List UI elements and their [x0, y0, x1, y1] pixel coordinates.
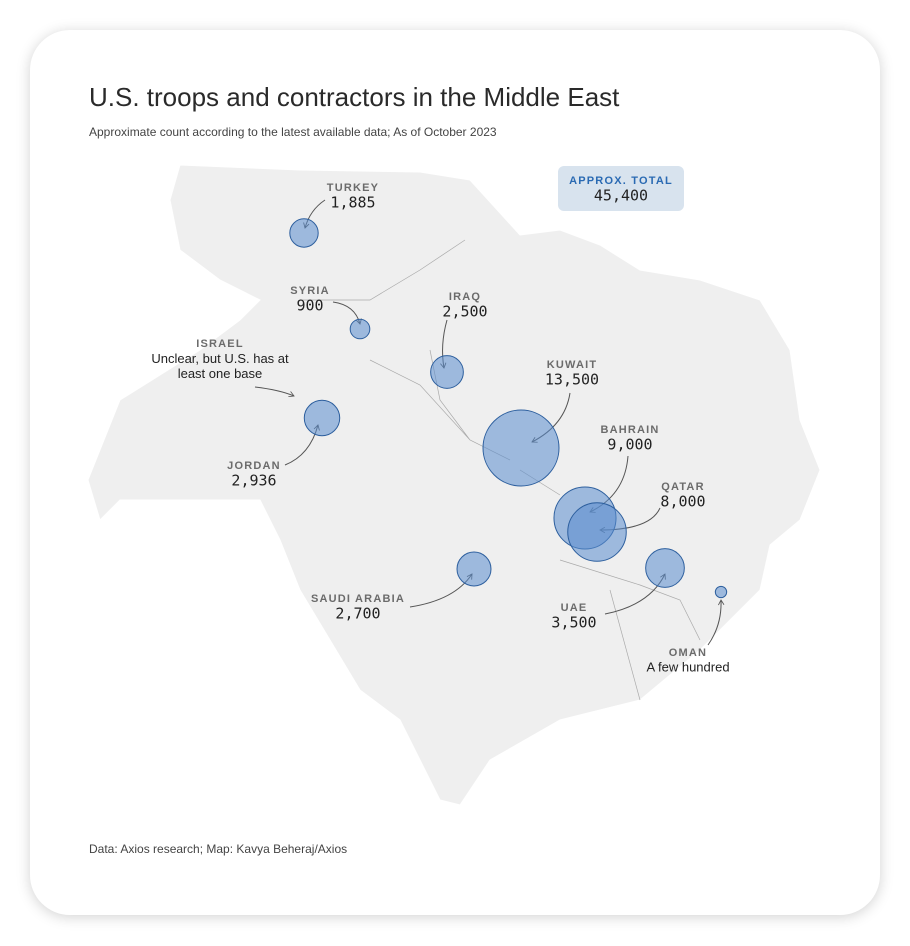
country-name: BAHRAIN — [600, 424, 659, 436]
country-label: 9,000 — [607, 436, 652, 454]
troop-bubble — [303, 399, 341, 437]
troop-bubble — [645, 548, 685, 588]
total-box — [558, 166, 684, 211]
country-name: UAE — [561, 602, 588, 614]
troop-bubble — [714, 585, 728, 599]
country-label: 1,885 — [330, 194, 375, 212]
country-name: OMAN — [669, 647, 707, 659]
border — [300, 239, 701, 701]
troop-bubble — [289, 218, 319, 248]
troop-bubble — [567, 502, 627, 562]
country-label: 8,000 — [660, 493, 705, 511]
country-label: 3,500 — [551, 614, 596, 632]
country-label: 2,936 — [231, 472, 276, 490]
country-label: 13,500 — [545, 371, 599, 389]
country-label: 900 — [296, 297, 323, 315]
country-name: TURKEY — [327, 182, 379, 194]
troop-bubble — [430, 355, 464, 389]
troop-bubble — [482, 409, 560, 487]
land — [87, 164, 821, 806]
israel-note: Unclear, but U.S. has at least one base — [151, 351, 289, 381]
country-name: SAUDI ARABIA — [311, 593, 405, 605]
subtitle: Approximate count according to the lates… — [89, 125, 497, 139]
country-name: SYRIA — [290, 285, 330, 297]
country-label: A few hundred — [646, 659, 729, 674]
source: Data: Axios research; Map: Kavya Beheraj… — [89, 842, 347, 856]
total-value: 45,400 — [594, 187, 648, 205]
title: U.S. troops and contractors in the Middl… — [89, 82, 620, 112]
country-name: QATAR — [661, 481, 704, 493]
country-name: JORDAN — [227, 460, 281, 472]
total-label: APPROX. TOTAL — [569, 175, 673, 187]
troop-bubble — [456, 551, 492, 587]
country-label: 2,500 — [442, 303, 487, 321]
country-name: KUWAIT — [547, 359, 598, 371]
country-name: ISRAEL — [196, 338, 244, 350]
troop-bubble — [349, 318, 371, 340]
country-label: 2,700 — [335, 605, 380, 623]
country-name: IRAQ — [449, 291, 481, 303]
